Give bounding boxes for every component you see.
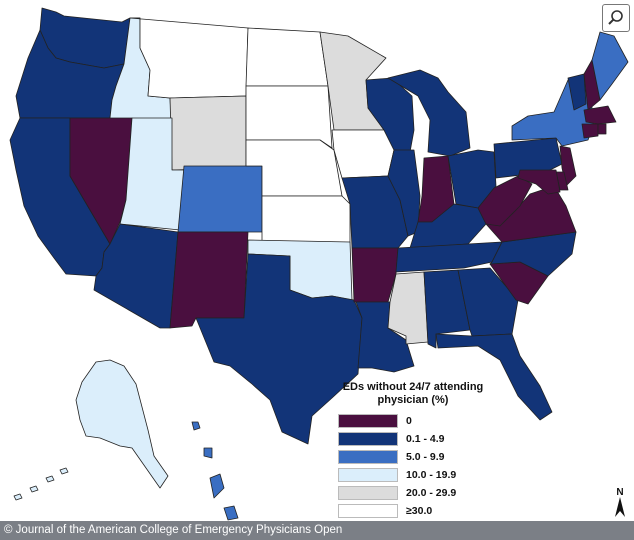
legend-label: 0.1 - 4.9: [406, 433, 445, 445]
state-florida: [435, 333, 553, 421]
state-colorado: [177, 165, 263, 233]
state-kansas: [261, 195, 351, 247]
state-vermont: [567, 73, 587, 111]
state-michigan: [387, 69, 471, 157]
state-massachusetts: [583, 105, 617, 125]
state-texas: [195, 253, 363, 445]
legend-title: EDs without 24/7 attending physician (%): [342, 381, 484, 406]
state-hawaii: [191, 421, 239, 521]
state-north-dakota: [245, 27, 329, 87]
legend-item: 0.1 - 4.9: [338, 431, 488, 447]
state-pennsylvania: [493, 137, 563, 179]
legend-swatch: [338, 468, 398, 482]
state-maryland: [517, 169, 561, 195]
legend-item: 5.0 - 9.9: [338, 449, 488, 465]
state-south-dakota: [245, 85, 333, 149]
legend-swatch: [338, 504, 398, 518]
state-maine: [591, 31, 629, 101]
state-wyoming: [169, 95, 247, 171]
source-credit: © Journal of the American College of Eme…: [0, 521, 634, 540]
state-arkansas: [351, 247, 399, 303]
legend-label: ≥30.0: [406, 505, 433, 517]
legend-swatch: [338, 414, 398, 428]
state-illinois: [387, 149, 421, 237]
legend-label: 5.0 - 9.9: [406, 451, 445, 463]
legend-label: 10.0 - 19.9: [406, 469, 457, 481]
north-label: N: [616, 487, 623, 498]
zoom-button[interactable]: [602, 4, 630, 32]
north-arrow-icon: N: [615, 487, 625, 517]
state-new-mexico: [169, 231, 249, 329]
legend-swatch: [338, 486, 398, 500]
legend-item: 0: [338, 413, 488, 429]
alaska-islands: [13, 467, 69, 501]
state-iowa: [331, 129, 395, 179]
legend-item: ≥30.0: [338, 503, 488, 519]
state-north-carolina: [489, 231, 577, 277]
legend-item: 20.0 - 29.9: [338, 485, 488, 501]
legend-item: 10.0 - 19.9: [338, 467, 488, 483]
legend-label: 20.0 - 29.9: [406, 487, 457, 499]
state-connecticut: [581, 123, 599, 139]
map-legend: EDs without 24/7 attending physician (%)…: [338, 381, 488, 521]
legend-label: 0: [406, 415, 412, 427]
magnifier-icon: [608, 10, 623, 25]
state-rhode-island: [597, 123, 607, 135]
legend-swatch: [338, 450, 398, 464]
state-alaska: [75, 359, 169, 489]
legend-swatch: [338, 432, 398, 446]
